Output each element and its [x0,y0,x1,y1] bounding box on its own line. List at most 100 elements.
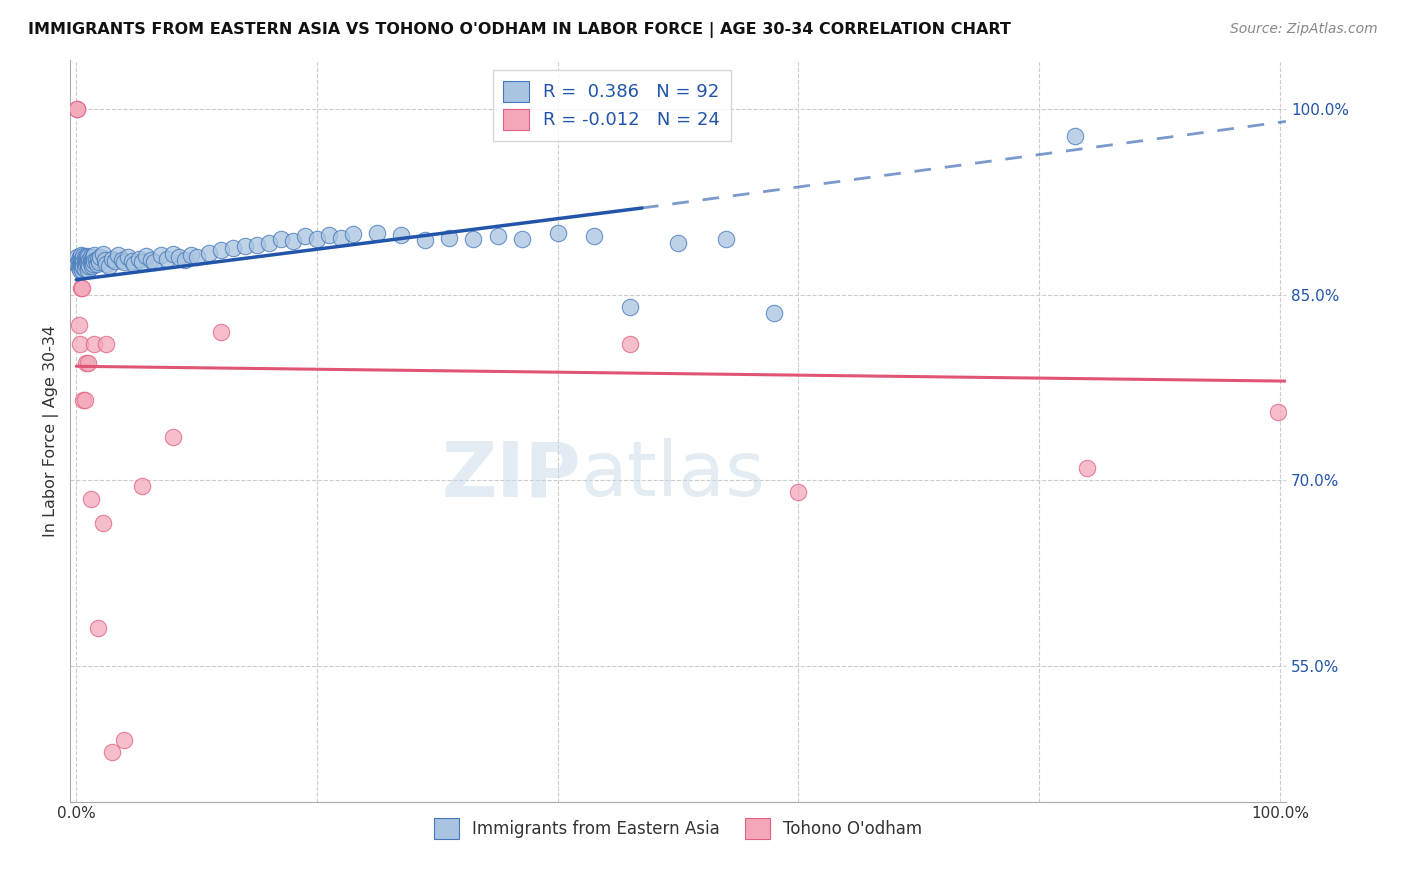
Point [366,226,388,240]
Point [87,622,110,636]
Point [294,229,316,244]
Point [197,245,219,260]
Point [73,392,96,407]
Point [112,732,135,747]
Point [209,243,232,257]
Point [97,259,120,273]
Point [318,228,340,243]
Point [70,281,93,295]
Text: Source: ZipAtlas.com: Source: ZipAtlas.com [1230,22,1378,37]
Point [91,246,114,260]
Point [96,337,118,351]
Point [72,258,94,272]
Point [342,227,364,241]
Point [233,239,256,253]
Point [77,257,100,271]
Point [69,337,91,351]
Point [122,257,145,271]
Point [763,306,786,320]
Point [619,300,641,314]
Point [209,325,232,339]
Point [66,102,89,116]
Point [149,248,172,262]
Point [76,249,98,263]
Point [77,355,100,369]
Point [69,262,91,277]
Point [107,248,129,262]
Point [73,251,96,265]
Point [77,262,100,277]
Point [67,252,90,267]
Point [666,235,689,250]
Point [135,249,157,263]
Point [83,337,105,351]
Point [121,254,143,268]
Point [72,255,94,269]
Point [75,258,97,272]
Point [72,252,94,266]
Point [70,248,93,262]
Point [70,259,93,273]
Point [117,251,139,265]
Point [510,232,533,246]
Point [69,251,91,265]
Point [80,259,103,273]
Point [66,257,89,271]
Point [619,337,641,351]
Point [415,233,437,247]
Point [80,491,103,506]
Point [94,252,117,267]
Point [73,257,96,271]
Text: IMMIGRANTS FROM EASTERN ASIA VS TOHONO O'ODHAM IN LABOR FORCE | AGE 30-34 CORREL: IMMIGRANTS FROM EASTERN ASIA VS TOHONO O… [28,22,1011,38]
Point [73,261,96,276]
Point [787,485,810,500]
Point [246,238,269,252]
Point [82,251,104,265]
Point [72,249,94,263]
Point [83,254,105,268]
Point [72,262,94,277]
Point [131,255,153,269]
Point [75,355,97,369]
Point [72,260,94,275]
Point [104,254,127,268]
Point [716,232,738,246]
Point [70,254,93,268]
Point [1064,129,1087,144]
Point [1076,460,1098,475]
Point [270,232,292,246]
Point [75,252,97,266]
Point [389,228,412,243]
Point [463,232,485,246]
Point [67,260,90,275]
Point [111,252,134,267]
Point [84,252,107,267]
Point [80,251,103,265]
Point [80,252,103,267]
Point [66,102,89,116]
Y-axis label: In Labor Force | Age 30-34: In Labor Force | Age 30-34 [44,325,59,537]
Point [79,252,101,267]
Point [89,251,111,265]
Point [173,252,195,267]
Point [439,230,461,244]
Point [77,251,100,265]
Point [128,252,150,266]
Point [91,516,114,531]
Point [112,255,135,269]
Point [155,252,177,266]
Point [582,229,605,244]
Point [82,257,104,271]
Legend: Immigrants from Eastern Asia, Tohono O'odham: Immigrants from Eastern Asia, Tohono O'o… [427,812,929,846]
Point [222,241,245,255]
Point [547,226,569,240]
Point [486,229,509,244]
Point [76,255,98,269]
Point [66,251,89,265]
Point [87,252,110,266]
Point [330,230,353,244]
Point [180,248,202,262]
Point [139,252,162,267]
Point [131,479,153,493]
Point [79,259,101,273]
